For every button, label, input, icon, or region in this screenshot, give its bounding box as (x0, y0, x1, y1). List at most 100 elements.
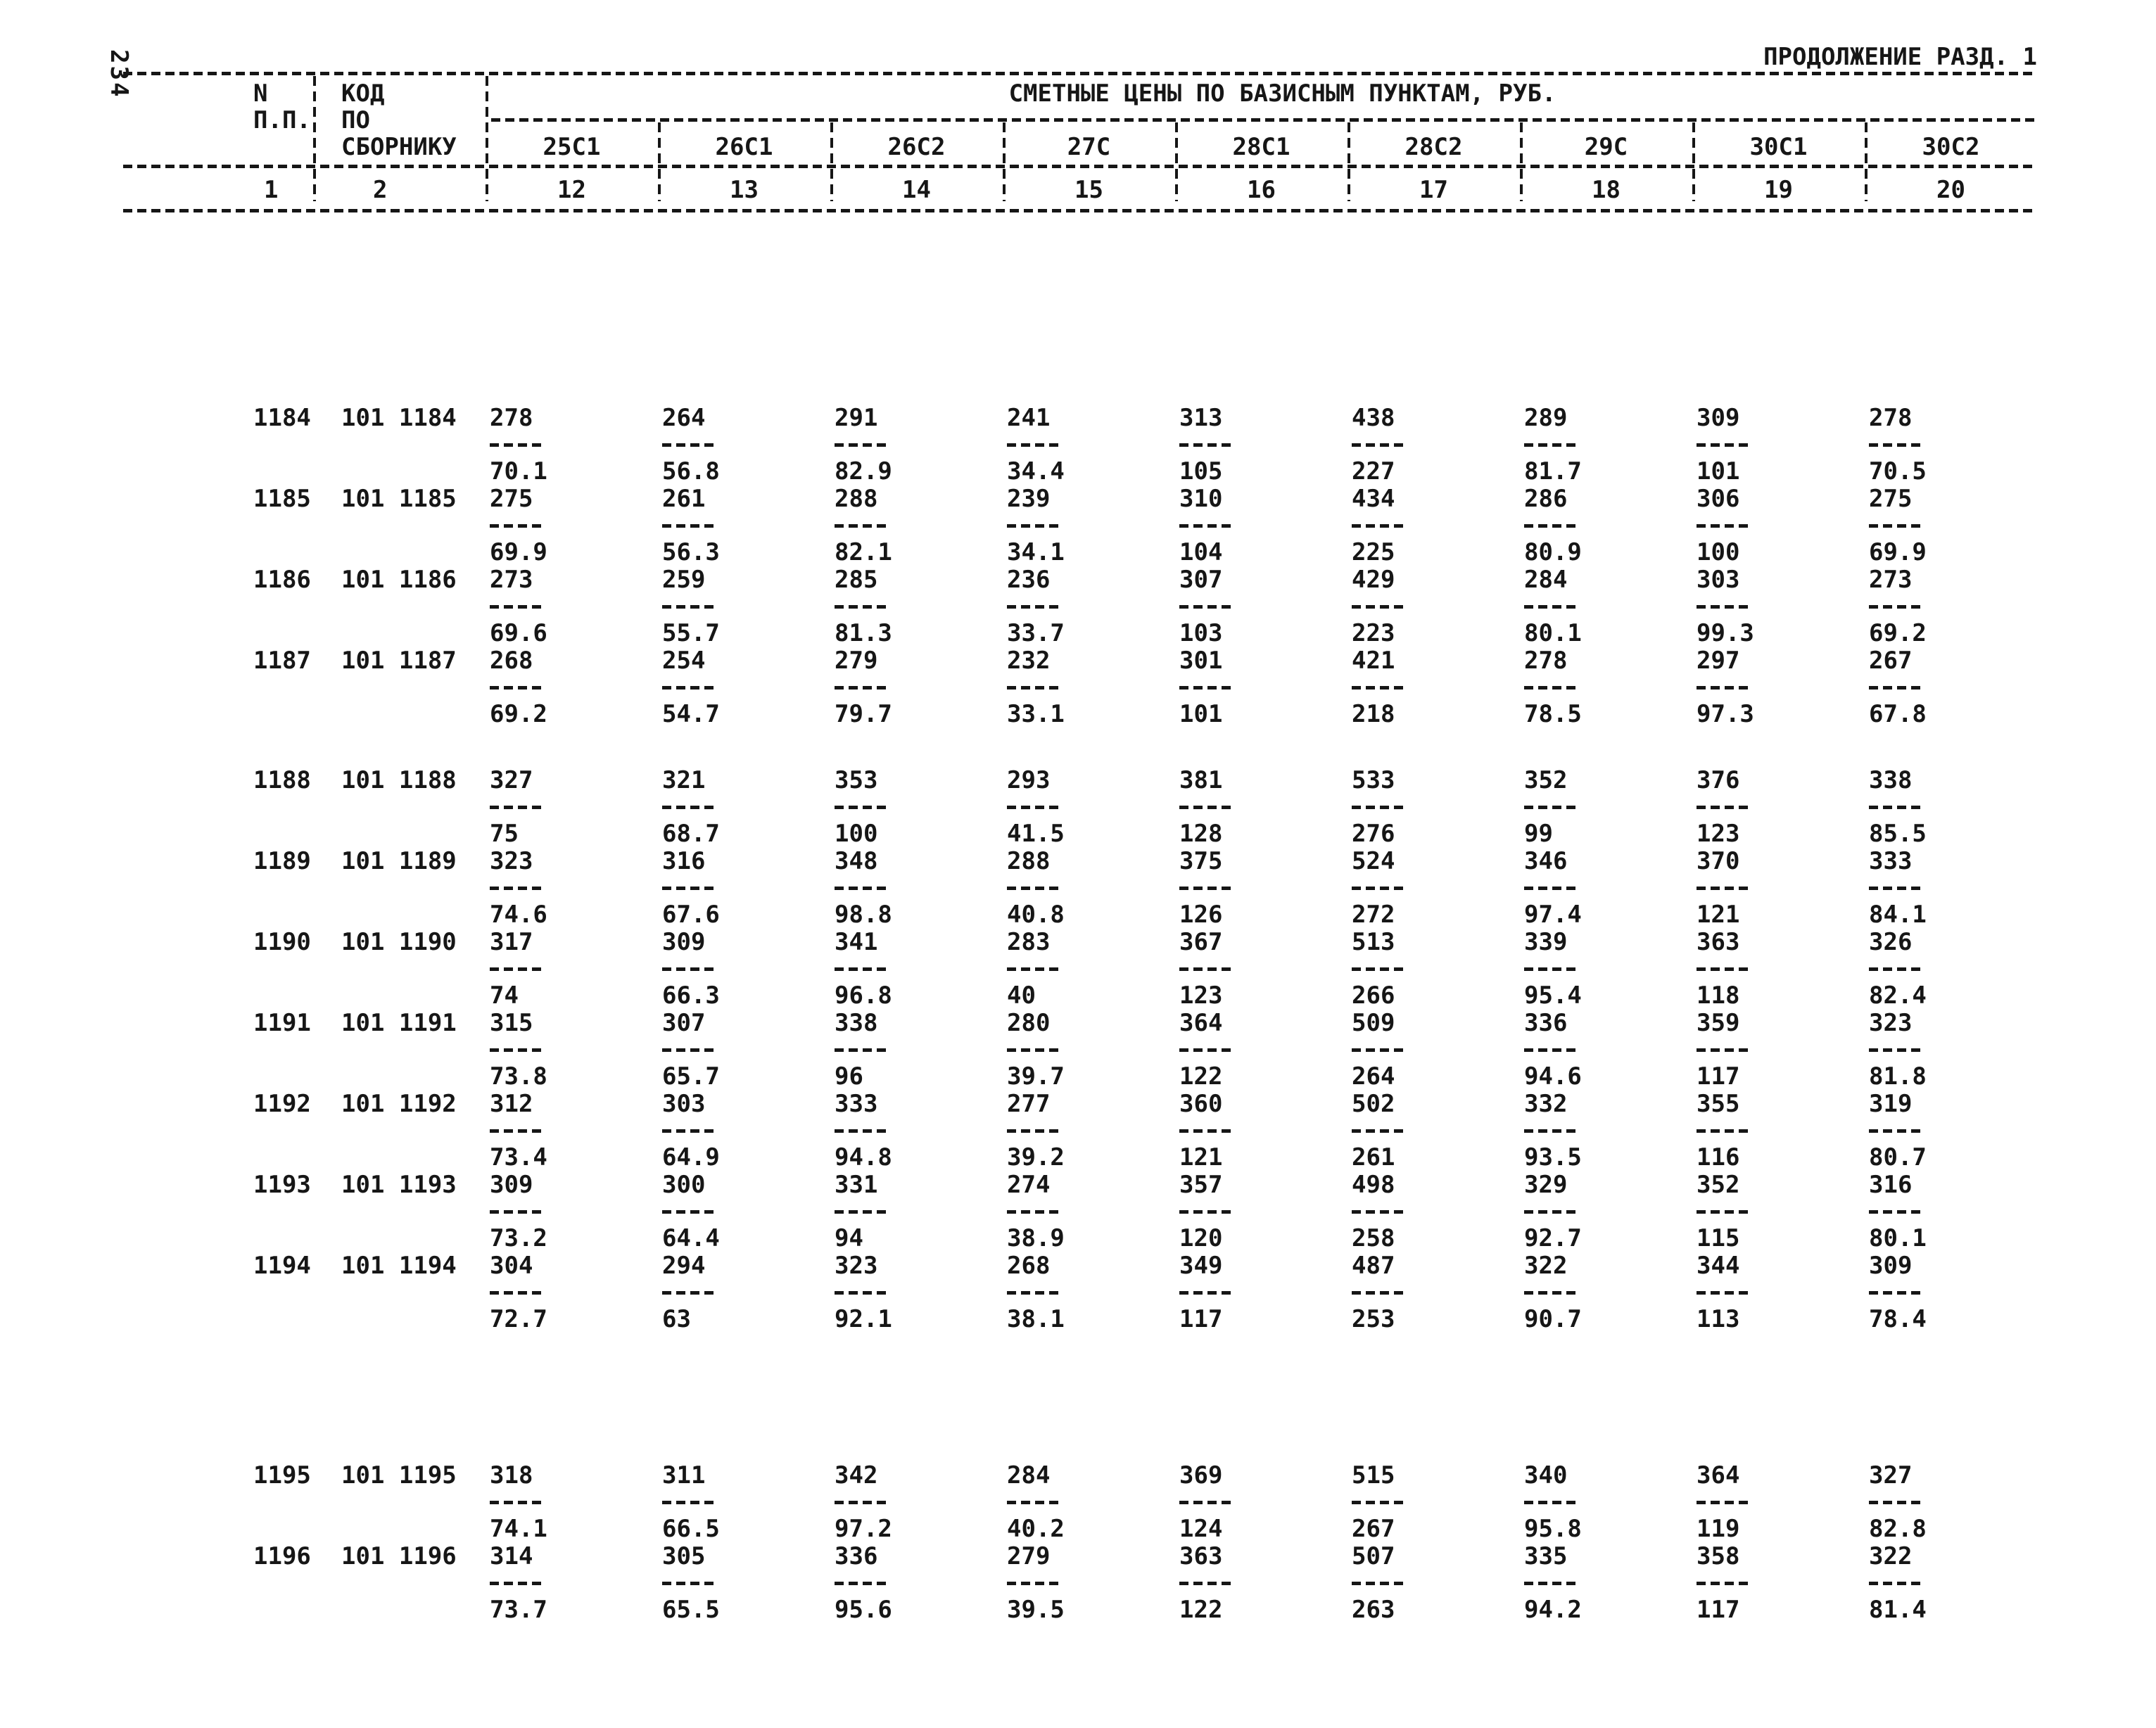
fraction-bar (1697, 685, 1753, 690)
fraction-bar (1179, 1129, 1236, 1133)
table-row: 1196 101 1196 314 73.7 305 65.5 336 95.6 279 39.5… (123, 1543, 2037, 1624)
price-denominator: 82.4 (1869, 981, 1927, 1010)
price-denominator: 64.9 (662, 1143, 720, 1171)
fraction-bar-line (1869, 1036, 2037, 1063)
price-cell: 316 67.6 (658, 848, 830, 929)
fraction-bar (1179, 1581, 1236, 1585)
price-numerator: 363 (1697, 928, 1740, 956)
fraction-bar (662, 604, 718, 609)
price-denominator: 121 (1697, 901, 1740, 929)
fraction-bar (1869, 805, 1925, 809)
price-numerator: 421 (1352, 647, 1395, 675)
price-numerator: 264 (662, 404, 706, 432)
price-cell: 316 80.1 (1865, 1171, 2037, 1252)
price-cell: 364 122 (1175, 1010, 1348, 1091)
price-cell: 306 100 (1692, 485, 1865, 566)
price-numerator: 232 (1007, 647, 1051, 675)
fraction-bar-line (1697, 1036, 1865, 1063)
row-code: 101 1193 (341, 1171, 457, 1199)
price-denominator: 99.3 (1697, 619, 1754, 647)
fraction-bar-line (1697, 1570, 1865, 1596)
fraction-bar-line (490, 674, 658, 701)
price-column-number: 16 (1247, 176, 1276, 204)
price-cell: 502 261 (1348, 1091, 1520, 1171)
fraction-bar (1524, 523, 1580, 528)
price-numerator: 323 (490, 847, 533, 875)
price-denominator: 100 (835, 820, 878, 848)
price-denominator: 67.6 (662, 901, 720, 929)
fraction-bar (490, 1290, 546, 1295)
fraction-bar-line (1007, 593, 1175, 620)
price-numerator: 364 (1697, 1461, 1740, 1489)
price-denominator: 80.9 (1524, 538, 1582, 566)
price-denominator: 97.3 (1697, 700, 1754, 728)
price-numerator: 333 (1869, 847, 1913, 875)
price-cell: 309 73.2 (486, 1171, 658, 1252)
fraction-bar-line (1352, 875, 1520, 901)
fraction-bar (1869, 967, 1925, 971)
fraction-bar (1007, 1129, 1063, 1133)
fraction-bar-line (490, 1489, 658, 1516)
price-numerator: 363 (1179, 1542, 1223, 1570)
price-cell: 309 101 (1692, 405, 1865, 485)
price-cell: 307 65.7 (658, 1010, 830, 1091)
fraction-bar-line (490, 431, 658, 458)
fraction-bar (1007, 1209, 1063, 1214)
price-numerator: 322 (1524, 1252, 1568, 1280)
price-numerator: 305 (662, 1542, 706, 1570)
price-numerator: 288 (835, 485, 878, 513)
price-cell: 358 117 (1692, 1543, 1865, 1624)
price-denominator: 225 (1352, 538, 1395, 566)
fraction-bar-line (1524, 1279, 1692, 1306)
fraction-bar-line (1869, 1198, 2037, 1225)
price-numerator: 285 (835, 566, 878, 594)
price-numerator: 239 (1007, 485, 1051, 513)
price-subrule-wrap (486, 107, 2037, 134)
fraction-bar-line (662, 1489, 830, 1516)
price-denominator: 73.2 (490, 1224, 547, 1252)
price-denominator: 98.8 (835, 901, 892, 929)
price-denominator: 117 (1179, 1305, 1223, 1333)
price-cell: 338 96 (830, 1010, 1003, 1091)
price-denominator: 74 (490, 981, 519, 1010)
fraction-bar-line (1697, 1198, 1865, 1225)
fraction-bar (1352, 1048, 1408, 1052)
row-id: 1184 (253, 404, 311, 432)
price-denominator: 218 (1352, 700, 1395, 728)
fraction-bar (662, 1129, 718, 1133)
price-cell: 340 95.8 (1520, 1462, 1692, 1543)
row-code: 101 1194 (341, 1252, 457, 1280)
price-numerator: 301 (1179, 647, 1223, 675)
row-id: 1194 (253, 1252, 311, 1280)
price-denominator: 99 (1524, 820, 1553, 848)
price-cell: 360 121 (1175, 1091, 1348, 1171)
price-cell: 524 272 (1348, 848, 1520, 929)
fraction-bar-line (490, 955, 658, 982)
price-denominator: 39.2 (1007, 1143, 1065, 1171)
fraction-bar-line (1869, 955, 2037, 982)
price-numerator: 268 (490, 647, 533, 675)
price-denominator: 253 (1352, 1305, 1395, 1333)
fraction-bar (835, 523, 891, 528)
price-denominator: 63 (662, 1305, 691, 1333)
fraction-bar-line (1524, 674, 1692, 701)
price-numerator: 268 (1007, 1252, 1051, 1280)
price-cell: 353 100 (830, 767, 1003, 848)
price-cell: 429 223 (1348, 566, 1520, 647)
price-cell: 381 128 (1175, 767, 1348, 848)
price-numerator: 509 (1352, 1009, 1395, 1037)
row-id: 1195 (253, 1461, 311, 1489)
price-denominator: 272 (1352, 901, 1395, 929)
price-denominator: 90.7 (1524, 1305, 1582, 1333)
price-denominator: 40 (1007, 981, 1036, 1010)
price-denominator: 123 (1697, 820, 1740, 848)
fraction-bar-line (662, 674, 830, 701)
price-denominator: 73.4 (490, 1143, 547, 1171)
price-numerator: 319 (1869, 1090, 1913, 1118)
price-cell: 509 264 (1348, 1010, 1520, 1091)
price-cell: 421 218 (1348, 647, 1520, 728)
price-cell: 338 85.5 (1865, 767, 2037, 848)
fraction-bar (1524, 1129, 1580, 1133)
fraction-bar (1179, 967, 1236, 971)
